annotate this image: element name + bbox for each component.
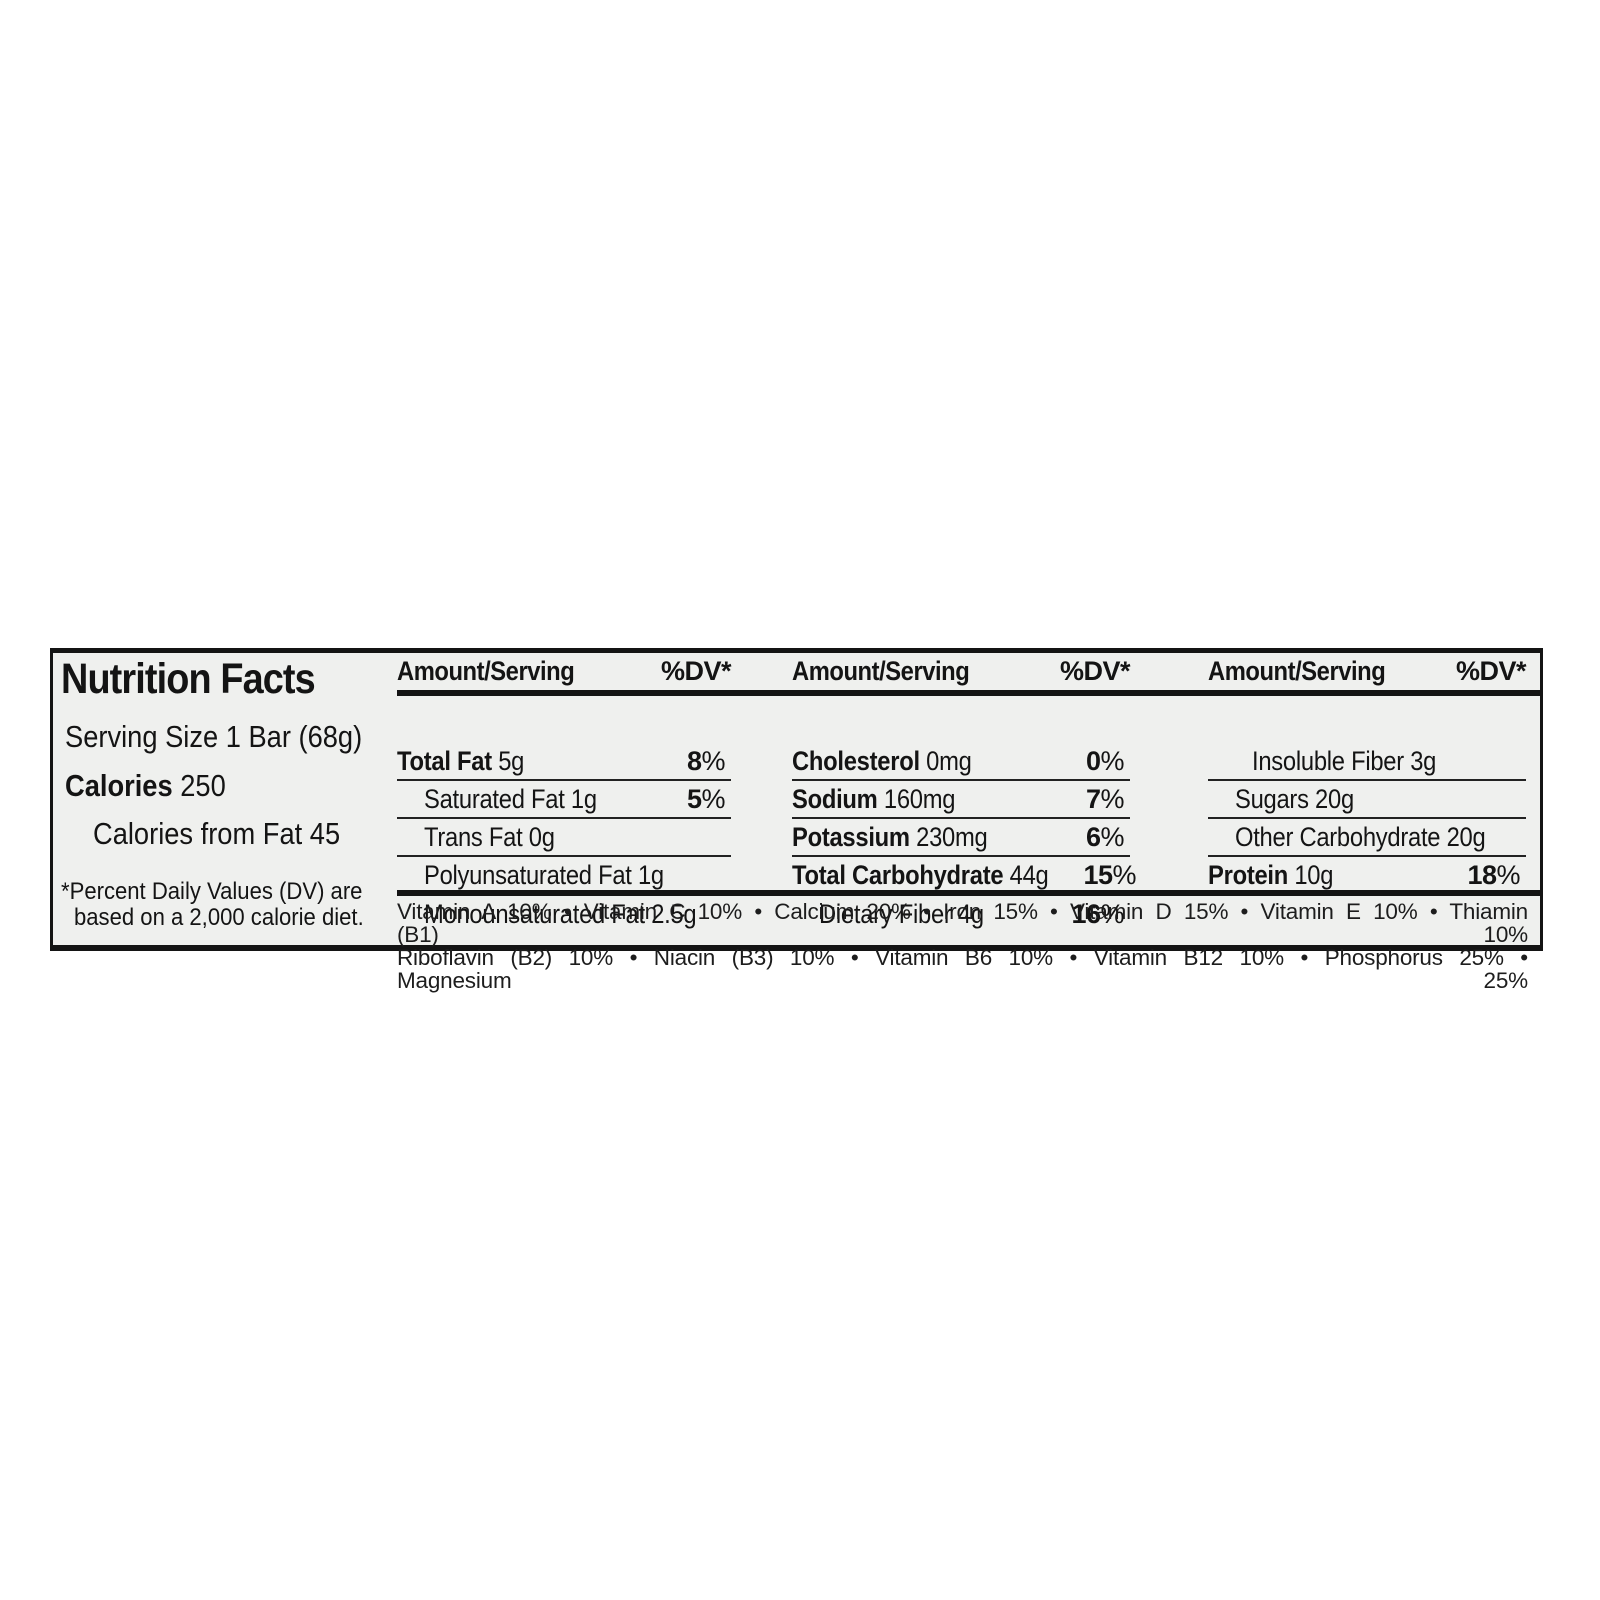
nutrient-dv: 0% — [1085, 745, 1125, 776]
rows-container: Insoluble Fiber 3g Sugars 20g Other Carboh… — [1208, 743, 1526, 933]
nutrient-row: Cholesterol 0mg 0% — [792, 743, 1130, 781]
nutrient-name: Other Carbohydrate — [1235, 821, 1441, 852]
dv-header: %DV* — [1455, 656, 1527, 686]
nutrient-name-amount: Trans Fat 0g — [397, 822, 572, 853]
nutrient-name-amount: Polyunsaturated Fat 1g — [397, 860, 697, 891]
nutrient-amount: 20g — [1308, 783, 1354, 814]
nutrient-dv: 18% — [1467, 859, 1520, 890]
nutrient-dv: 16% — [1071, 898, 1124, 929]
nutrient-amount: 2.5g — [644, 898, 697, 929]
nutrient-name-amount: Cholesterol 0mg — [792, 746, 996, 777]
column-header: Amount/Serving %DV* — [792, 653, 1130, 690]
nutrient-row: Other Carbohydrate 20g — [1208, 819, 1526, 857]
nutrition-facts-title: Nutrition Facts — [61, 655, 349, 704]
dv-footnote: *Percent Daily Values (DV) are based on … — [61, 879, 389, 931]
nutrient-amount: 5g — [491, 745, 525, 776]
nutrient-name: Dietary Fiber — [819, 898, 952, 929]
nutrient-row: Sodium 160mg 7% — [792, 781, 1130, 819]
calories-group: Calories 250 — [65, 768, 226, 804]
nutrient-name-amount: Insoluble Fiber 3g — [1208, 746, 1461, 777]
nutrient-amount: 4g — [951, 898, 984, 929]
calories-line: Calories 250 — [65, 768, 248, 804]
header-separator-bar — [397, 690, 1540, 696]
amount-serving-header: Amount/Serving — [1208, 656, 1386, 686]
nutrient-column-3: Amount/Serving %DV* Insoluble Fiber 3g Su… — [1208, 653, 1526, 895]
calories-from-fat-text: Calories from Fat 45 — [93, 816, 341, 851]
nutrient-row: Dietary Fiber 4g 16% — [792, 895, 1130, 933]
nutrient-name-amount: Total Fat 5g — [397, 746, 541, 777]
nutrient-amount: 1g — [564, 783, 597, 814]
title-text: Nutrition Facts — [61, 655, 316, 703]
nutrient-amount: 10g — [1288, 859, 1334, 890]
nutrient-dv: 6% — [1085, 821, 1125, 852]
nutrient-dv: 7% — [1085, 783, 1125, 814]
nutrient-name-amount: Potassium 230mg — [792, 822, 1014, 853]
nutrient-column-2: Amount/Serving %DV* Cholesterol 0mg 0% Sod… — [792, 653, 1137, 929]
amount-serving-header: Amount/Serving — [792, 656, 970, 686]
nutrient-amount: 230mg — [909, 821, 988, 852]
calories-value: 250 — [180, 768, 226, 803]
nutrient-amount: 20g — [1440, 821, 1486, 852]
nutrient-row: Sugars 20g — [1208, 781, 1526, 819]
dv-header: %DV* — [1059, 656, 1131, 686]
rows-container: Cholesterol 0mg 0% Sodium 160mg 7% Potassium… — [792, 743, 1137, 933]
nutrient-row: Trans Fat 0g — [397, 819, 731, 857]
nutrient-dv: 8% — [686, 745, 726, 776]
vitamins-minerals-list: Vitamin A 10% • Vitamin C 10% • Calcium … — [397, 900, 1528, 992]
column-header: Amount/Serving %DV* — [397, 653, 731, 690]
nutrient-column-1: Amount/Serving %DV* Total Fat 5g 8% Satura… — [397, 653, 731, 929]
nutrient-name: Trans Fat — [424, 821, 523, 852]
nutrient-dv: 5% — [686, 783, 726, 814]
nutrient-row: Total Fat 5g 8% — [397, 743, 731, 781]
nutrient-name: Protein — [1208, 859, 1289, 890]
nutrient-name-amount: Saturated Fat 1g — [397, 784, 620, 815]
nutrient-row: Saturated Fat 1g 5% — [397, 781, 731, 819]
nutrient-amount: 0mg — [919, 745, 972, 776]
nutrient-name: Potassium — [792, 821, 910, 852]
label-inner: Nutrition Facts Serving Size 1 Bar (68g)… — [53, 653, 1540, 992]
nutrient-amount: 160mg — [877, 783, 956, 814]
vitamins-line-2: Riboflavin (B2) 10% • Niacin (B3) 10% • … — [397, 945, 1528, 993]
nutrient-amount: 1g — [631, 859, 664, 890]
calories-label: Calories — [65, 768, 173, 803]
nutrient-name-amount: Dietary Fiber 4g — [792, 899, 1006, 930]
footnote-line-2: based on a 2,000 calorie diet. — [74, 904, 364, 931]
rows-container: Total Fat 5g 8% Saturated Fat 1g 5% Trans Fa… — [397, 743, 731, 933]
nutrient-name: Monounsaturated Fat — [424, 898, 645, 929]
serving-size-text: Serving Size 1 Bar (68g) — [65, 719, 363, 754]
nutrient-name: Cholesterol — [792, 745, 920, 776]
nutrient-name: Sodium — [792, 783, 878, 814]
dv-header: %DV* — [660, 656, 732, 686]
calories-from-fat: Calories from Fat 45 — [93, 816, 374, 852]
serving-size: Serving Size 1 Bar (68g) — [65, 719, 403, 755]
nutrient-dv: 15% — [1083, 859, 1137, 890]
nutrient-name: Total Fat — [397, 745, 492, 776]
nutrient-name: Total Carbohydrate — [792, 859, 1004, 890]
column-header: Amount/Serving %DV* — [1208, 653, 1526, 690]
footnote-line-1: *Percent Daily Values (DV) are — [61, 878, 363, 905]
nutrient-amount: 44g — [1003, 859, 1049, 890]
nutrient-name: Saturated Fat — [424, 783, 565, 814]
nutrient-name-amount: Sugars 20g — [1208, 784, 1370, 815]
vitamins-separator-bar — [397, 890, 1540, 896]
nutrient-name-amount: Total Carbohydrate 44g — [792, 860, 1084, 891]
amount-serving-header: Amount/Serving — [397, 656, 575, 686]
nutrient-amount: 3g — [1403, 745, 1437, 776]
nutrient-amount: 0g — [522, 821, 555, 852]
nutrient-name: Polyunsaturated Fat — [424, 859, 632, 890]
nutrient-name-amount: Other Carbohydrate 20g — [1208, 822, 1520, 853]
nutrient-row: Insoluble Fiber 3g — [1208, 743, 1526, 781]
nutrition-facts-label: Nutrition Facts Serving Size 1 Bar (68g)… — [50, 648, 1543, 992]
nutrient-name: Sugars — [1235, 783, 1309, 814]
nutrient-name-amount: Protein 10g — [1208, 860, 1350, 891]
vitamins-line-1: Vitamin A 10% • Vitamin C 10% • Calcium … — [397, 899, 1528, 947]
nutrient-name-amount: Sodium 160mg — [792, 784, 977, 815]
nutrient-name-amount: Monounsaturated Fat 2.5g — [397, 899, 734, 930]
nutrient-row: Potassium 230mg 6% — [792, 819, 1130, 857]
nutrient-row: Monounsaturated Fat 2.5g — [397, 895, 731, 933]
nutrient-name: Insoluble Fiber — [1252, 745, 1404, 776]
